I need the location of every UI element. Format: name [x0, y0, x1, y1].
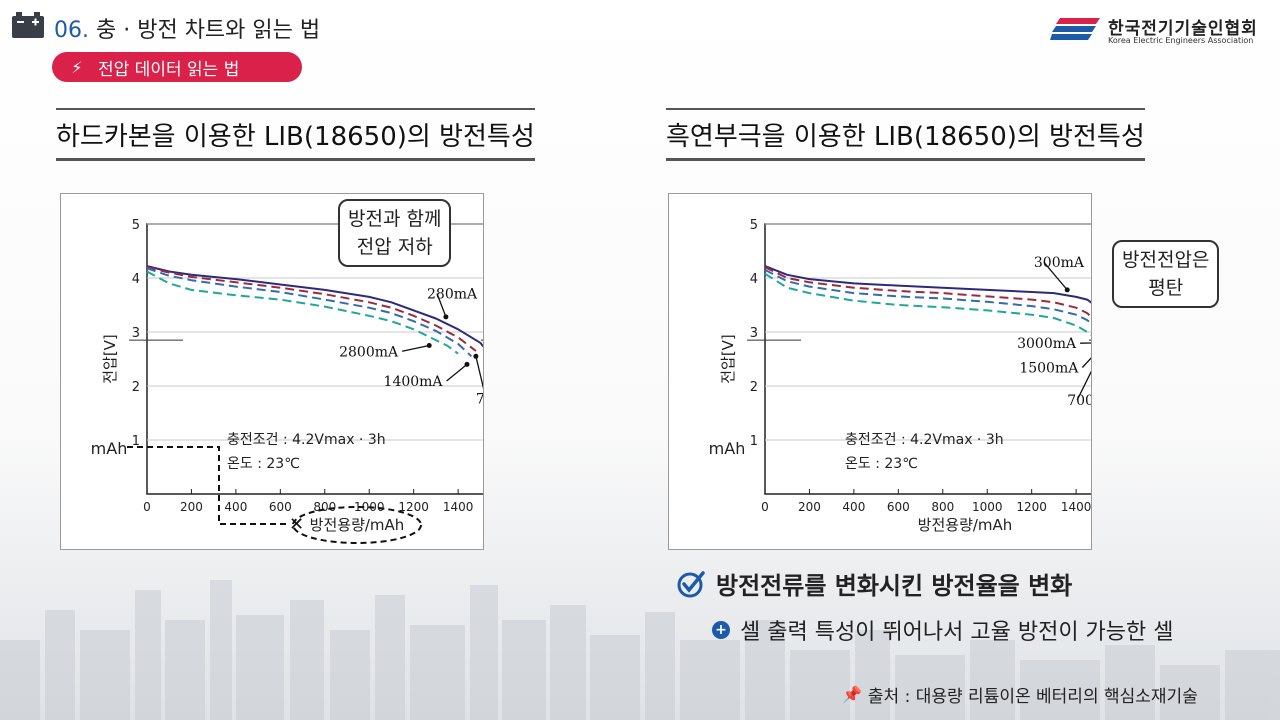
- series-line-1400mA: [146, 267, 473, 358]
- x-mark-icon: ✕: [289, 514, 304, 535]
- section-number: 06.: [54, 18, 89, 43]
- right-callout: 방전전압은 평탄: [1112, 240, 1220, 308]
- x-tick-label: 600: [269, 500, 292, 514]
- y-tick-label: 2: [750, 380, 758, 395]
- page-title: 06. 충 · 방전 차트와 읽는 법: [54, 12, 320, 44]
- x-tick-label: 0: [761, 500, 769, 514]
- right-callout-line2: 평탄: [1148, 277, 1184, 299]
- x-tick-label: 600: [887, 500, 910, 514]
- y-tick-label: 3: [750, 326, 758, 341]
- x-axis-label: 방전용량/mAh: [310, 516, 405, 534]
- y-tick-label: 1: [750, 434, 758, 449]
- y-tick-label: 4: [750, 272, 758, 287]
- series-arrow-head-300mA: [1064, 287, 1070, 293]
- x-tick-label: 800: [313, 500, 336, 514]
- logo-stripes-icon: [1050, 18, 1100, 40]
- sub-bullet: + 셀 출력 특성이 뛰어나서 고율 방전이 가능한 셀: [712, 614, 1174, 646]
- x-axis-label-highlight: [292, 506, 422, 544]
- series-label-1500mA: 1500mA: [1019, 361, 1079, 377]
- lightning-icon: ⚡: [71, 57, 83, 77]
- source-note: 📌 출처 : 대용량 리튬이온 베터리의 핵심소재기술: [842, 682, 1198, 707]
- condition-charge: 충전조건 : 4.2Vmax · 3h: [845, 432, 1004, 448]
- check-circle-icon: [677, 570, 705, 597]
- mah-side-label: mAh: [709, 439, 746, 458]
- annotation-dashed-connector: [127, 446, 287, 525]
- x-tick-label: 400: [224, 500, 247, 514]
- condition-temperature: 온도 : 23℃: [227, 456, 300, 472]
- series-arrow-head-1400mA: [464, 361, 470, 367]
- series-label-300mA: 300mA: [1034, 255, 1085, 271]
- y-axis-label: 전압[V]: [719, 334, 737, 384]
- series-line-2800mA: [146, 270, 459, 355]
- condition-temperature: 온도 : 23℃: [845, 456, 918, 472]
- series-line-700mA: [146, 266, 477, 352]
- x-tick-label: 1400: [1061, 500, 1091, 514]
- series-arrow-700mA: [475, 356, 483, 389]
- series-arrow-280mA: [436, 293, 447, 318]
- left-callout-line2: 전압 저하: [356, 236, 433, 258]
- y-tick-label: 5: [132, 218, 140, 233]
- y-tick-label: 4: [132, 272, 140, 287]
- main-bullet: 방전전류를 변화시킨 방전율을 변화: [676, 566, 1072, 601]
- series-line-3000mA: [764, 272, 1091, 337]
- topic-badge: ⚡ 전압 데이터 읽는 법: [52, 52, 302, 82]
- mah-side-label: mAh: [91, 439, 128, 458]
- series-arrow-head-700mA: [473, 353, 479, 359]
- x-tick-label: 1000: [972, 500, 1003, 514]
- x-tick-label: 1200: [398, 500, 429, 514]
- x-tick-label: 400: [842, 500, 865, 514]
- y-tick-label: 2: [132, 380, 140, 395]
- logo-subtitle: Korea Electric Engineers Association: [1108, 36, 1254, 45]
- right-chart-heading: 흑연부극을 이용한 LIB(18650)의 방전특성: [666, 108, 1145, 161]
- y-tick-label: 1: [132, 434, 140, 449]
- logo-name: 한국전기기술인협회: [1108, 19, 1258, 39]
- x-tick-label: 200: [798, 500, 821, 514]
- plus-circle-icon: +: [712, 621, 730, 639]
- series-label-280mA: 280mA: [427, 287, 478, 303]
- x-tick-label: 800: [931, 500, 954, 514]
- series-arrow-2800mA: [401, 344, 430, 352]
- condition-charge: 충전조건 : 4.2Vmax · 3h: [227, 432, 386, 448]
- right-callout-line1: 방전전압은: [1122, 249, 1210, 271]
- series-arrow-300mA: [1043, 261, 1068, 291]
- left-chart-heading: 하드카본을 이용한 LIB(18650)의 방전특성: [56, 108, 535, 161]
- association-logo: 한국전기기술인협회 Korea Electric Engineers Assoc…: [1050, 14, 1270, 48]
- series-label-2800mA: 2800mA: [339, 344, 399, 360]
- x-tick-label: 200: [180, 500, 203, 514]
- x-tick-label: 1400: [443, 500, 474, 514]
- series-line-300mA: [764, 265, 1091, 304]
- series-arrow-1400mA: [446, 363, 468, 382]
- series-label-700mA: 700mA: [476, 391, 483, 407]
- y-tick-label: 5: [750, 218, 758, 233]
- series-label-700mA: 700mA: [1067, 393, 1091, 409]
- right-discharge-chart: 12345020040060080010001200140016001800전압…: [709, 218, 1091, 534]
- battery-icon: [12, 12, 44, 38]
- x-tick-label: 0: [143, 500, 151, 514]
- city-skyline-background: [0, 580, 1280, 720]
- series-arrow-700mA: [1076, 370, 1091, 401]
- series-arrow-1500mA: [1081, 357, 1091, 368]
- y-tick-label: 3: [132, 326, 140, 341]
- topic-badge-label: 전압 데이터 읽는 법: [98, 59, 240, 80]
- series-label-3000mA: 3000mA: [1017, 336, 1077, 352]
- series-arrow-head-280mA: [443, 314, 449, 320]
- left-callout-line1: 방전과 함께: [348, 208, 442, 230]
- series-label-1400mA: 1400mA: [384, 374, 444, 390]
- source-text: 출처 : 대용량 리튬이온 베터리의 핵심소재기술: [867, 687, 1198, 707]
- x-tick-label: 1200: [1016, 500, 1047, 514]
- left-callout: 방전과 함께 전압 저하: [338, 199, 452, 267]
- series-arrow-head-2800mA: [426, 343, 432, 348]
- y-axis-label: 전압[V]: [101, 334, 119, 384]
- sub-bullet-text: 셀 출력 특성이 뛰어나서 고율 방전이 가능한 셀: [740, 620, 1174, 645]
- page-title-text: 충 · 방전 차트와 읽는 법: [96, 18, 321, 43]
- series-line-280mA: [146, 265, 483, 348]
- x-axis-label: 방전용량/mAh: [918, 516, 1013, 534]
- main-bullet-text: 방전전류를 변화시킨 방전율을 변화: [716, 572, 1073, 600]
- pin-icon: 📌: [842, 685, 862, 704]
- right-chart-panel: 12345020040060080010001200140016001800전압…: [668, 193, 1092, 550]
